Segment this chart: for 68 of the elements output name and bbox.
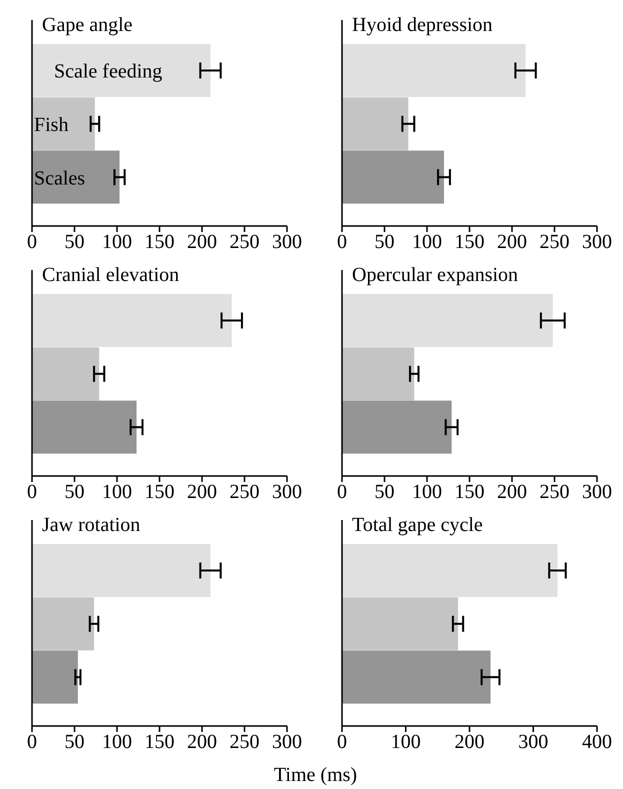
bar xyxy=(32,597,94,650)
x-tick-label: 100 xyxy=(102,481,132,504)
bar xyxy=(32,44,210,97)
bar xyxy=(342,97,408,150)
x-tick-label: 50 xyxy=(64,231,84,254)
x-tick-label: 150 xyxy=(454,231,484,254)
y-tick-label: Scale feeding xyxy=(54,60,162,83)
x-tick-label: 100 xyxy=(412,481,442,504)
x-tick-label: 150 xyxy=(144,231,174,254)
x-tick-label: 150 xyxy=(144,481,174,504)
x-tick-label: 100 xyxy=(412,231,442,254)
x-tick-label: 300 xyxy=(272,231,302,254)
x-tick-label: 400 xyxy=(582,731,612,754)
x-tick-label: 150 xyxy=(454,481,484,504)
x-tick-label: 50 xyxy=(374,231,394,254)
x-tick-label: 250 xyxy=(540,231,570,254)
bar xyxy=(342,400,452,454)
bar xyxy=(342,347,414,400)
bar xyxy=(32,294,232,347)
chart-title: Hyoid depression xyxy=(352,14,493,36)
x-tick-label: 200 xyxy=(497,231,527,254)
x-tick-label: 100 xyxy=(102,731,132,754)
x-tick-label: 150 xyxy=(144,731,174,754)
bar xyxy=(32,97,95,150)
x-tick-label: 0 xyxy=(27,481,37,504)
x-tick-label: 250 xyxy=(230,231,260,254)
x-tick-label: 100 xyxy=(390,731,421,754)
x-tick-label: 300 xyxy=(582,481,612,504)
x-tick-label: 100 xyxy=(102,231,132,254)
x-tick-label: 250 xyxy=(230,481,260,504)
x-tick-label: 50 xyxy=(64,731,84,754)
chart-title: Gape angle xyxy=(42,14,133,36)
x-tick-label: 300 xyxy=(272,731,302,754)
x-tick-label: 200 xyxy=(187,481,217,504)
x-tick-label: 200 xyxy=(187,731,217,754)
bar xyxy=(342,294,553,347)
bar xyxy=(342,597,458,650)
bar xyxy=(32,400,137,454)
x-tick-label: 0 xyxy=(337,731,347,754)
chart-title: Cranial elevation xyxy=(42,264,180,286)
x-tick-label: 300 xyxy=(518,731,548,754)
x-tick-label: 0 xyxy=(27,231,37,254)
x-tick-label: 50 xyxy=(64,481,84,504)
bar xyxy=(342,650,491,704)
chart-title: Opercular expansion xyxy=(352,264,518,286)
y-tick-label: Scales xyxy=(34,167,86,190)
y-tick-label: Fish xyxy=(34,114,68,136)
x-tick-label: 250 xyxy=(540,481,570,504)
x-tick-label: 250 xyxy=(230,731,260,754)
bar xyxy=(342,544,558,597)
chart-title: Total gape cycle xyxy=(352,514,483,536)
bar xyxy=(32,650,78,704)
x-tick-label: 200 xyxy=(454,731,484,754)
x-tick-label: 0 xyxy=(337,231,347,254)
x-tick-label: 50 xyxy=(374,481,394,504)
x-tick-label: 200 xyxy=(497,481,527,504)
bar xyxy=(32,544,210,597)
x-tick-label: 300 xyxy=(272,481,302,504)
x-tick-label: 300 xyxy=(582,231,612,254)
x-tick-label: 0 xyxy=(337,481,347,504)
bar xyxy=(32,150,120,204)
bar xyxy=(342,44,526,97)
chart-title: Jaw rotation xyxy=(42,514,140,536)
bar xyxy=(32,347,100,400)
x-axis-title: Time (ms) xyxy=(272,764,358,787)
bar xyxy=(342,150,444,204)
x-tick-label: 200 xyxy=(187,231,217,254)
x-tick-label: 0 xyxy=(27,731,37,754)
